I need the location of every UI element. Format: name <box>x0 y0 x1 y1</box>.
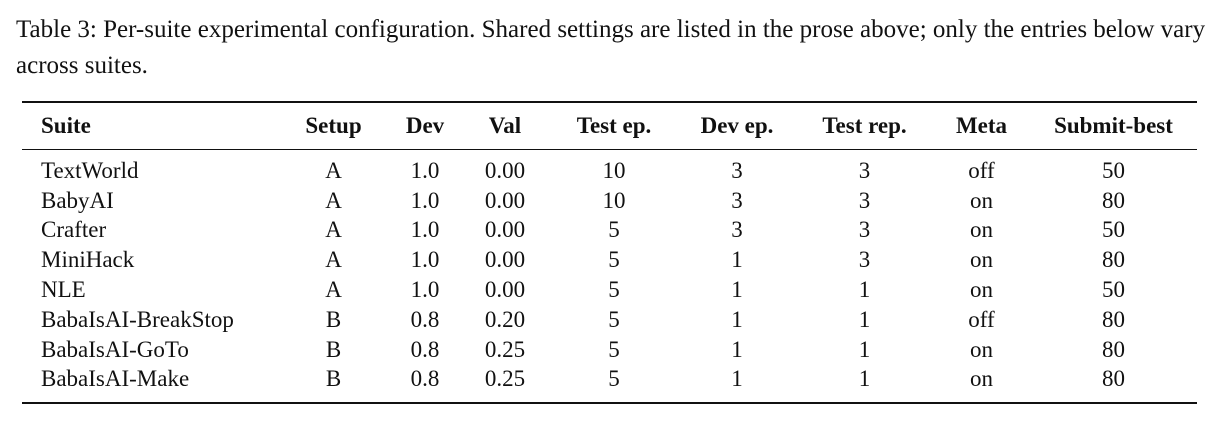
cell-submit-best: 80 <box>1102 306 1125 332</box>
cell-val: 0.00 <box>484 247 526 273</box>
table-row: BabaIsAI-GoTo B 0.8 0.25 5 1 1 on 80 <box>22 335 1197 365</box>
cell-dev-ep: 3 <box>731 187 743 213</box>
cell-test-ep: 10 <box>602 187 626 213</box>
table-row: BabyAI A 1.0 0.00 10 3 3 on 80 <box>22 186 1197 216</box>
cell-submit-best: 80 <box>1102 247 1125 273</box>
cell-test-ep: 5 <box>608 247 620 273</box>
header-meta: Meta <box>955 113 1008 138</box>
cell-dev: 0.8 <box>410 366 440 392</box>
cell-submit-best: 80 <box>1102 336 1125 362</box>
cell-test-rep: 1 <box>858 336 871 362</box>
cell-test-rep: 3 <box>858 217 871 243</box>
cell-meta: on <box>970 247 993 273</box>
header-row: Suite Setup Dev Val Test ep. Dev ep. Tes… <box>22 102 1197 150</box>
table-row: BabaIsAI-Make B 0.8 0.25 5 1 1 on 80 <box>22 365 1197 404</box>
cell-meta: on <box>970 336 993 362</box>
cell-test-ep: 10 <box>602 157 626 183</box>
table-body: TextWorld A 1.0 0.00 10 3 3 off 50 BabyA… <box>22 150 1197 404</box>
cell-suite: BabyAI <box>41 187 114 213</box>
cell-dev-ep: 1 <box>731 306 743 332</box>
cell-val: 0.00 <box>484 217 526 243</box>
header-test-ep: Test ep. <box>576 113 652 138</box>
table-row: NLE A 1.0 0.00 5 1 1 on 50 <box>22 275 1197 305</box>
cell-val: 0.25 <box>484 336 526 362</box>
cell-suite: MiniHack <box>41 247 135 273</box>
table-container: Suite Setup Dev Val Test ep. Dev ep. Tes… <box>22 101 1197 404</box>
cell-suite: NLE <box>41 277 86 303</box>
cell-test-rep: 3 <box>858 247 871 273</box>
header-test-rep: Test rep. <box>822 113 907 138</box>
cell-test-rep: 1 <box>858 306 871 332</box>
cell-dev-ep: 1 <box>731 277 743 303</box>
cell-dev: 1.0 <box>410 187 440 213</box>
cell-dev: 0.8 <box>410 336 440 362</box>
cell-setup: A <box>325 247 342 273</box>
cell-test-ep: 5 <box>608 306 620 332</box>
table-caption: Table 3: Per-suite experimental configur… <box>16 16 1206 79</box>
header-setup: Setup <box>305 113 362 138</box>
cell-test-rep: 3 <box>858 187 871 213</box>
cell-dev: 1.0 <box>410 277 440 303</box>
cell-test-rep: 1 <box>858 366 871 392</box>
cell-dev: 1.0 <box>410 217 440 243</box>
header-suite: Suite <box>41 113 91 138</box>
cell-setup: B <box>325 366 342 392</box>
cell-setup: A <box>325 217 342 243</box>
cell-meta: off <box>968 306 995 332</box>
cell-dev: 0.8 <box>410 306 440 332</box>
cell-dev-ep: 1 <box>731 366 743 392</box>
cell-dev-ep: 3 <box>731 157 743 183</box>
cell-test-ep: 5 <box>608 277 620 303</box>
cell-dev: 1.0 <box>410 247 440 273</box>
cell-suite: TextWorld <box>41 157 139 183</box>
table-row: MiniHack A 1.0 0.00 5 1 3 on 80 <box>22 245 1197 275</box>
cell-suite: Crafter <box>41 217 107 243</box>
cell-test-ep: 5 <box>608 217 620 243</box>
cell-test-rep: 1 <box>858 277 871 303</box>
cell-meta: on <box>970 217 993 243</box>
header-dev: Dev <box>405 113 445 138</box>
cell-meta: on <box>970 277 993 303</box>
cell-suite: BabaIsAI-GoTo <box>41 336 189 362</box>
cell-setup: A <box>325 187 342 213</box>
table-row: TextWorld A 1.0 0.00 10 3 3 off 50 <box>22 150 1197 186</box>
cell-submit-best: 50 <box>1102 277 1125 303</box>
table-row: BabaIsAI-BreakStop B 0.8 0.20 5 1 1 off … <box>22 305 1197 335</box>
cell-test-ep: 5 <box>608 336 620 362</box>
table-row: Crafter A 1.0 0.00 5 3 3 on 50 <box>22 216 1197 246</box>
cell-dev-ep: 1 <box>731 247 743 273</box>
header-submit-best: Submit-best <box>1054 113 1173 138</box>
config-table: Suite Setup Dev Val Test ep. Dev ep. Tes… <box>22 101 1197 404</box>
cell-setup: B <box>325 306 342 332</box>
cell-meta: on <box>970 366 993 392</box>
cell-dev-ep: 1 <box>731 336 743 362</box>
cell-val: 0.25 <box>484 366 526 392</box>
cell-submit-best: 50 <box>1102 157 1125 183</box>
cell-val: 0.00 <box>484 277 526 303</box>
cell-val: 0.00 <box>484 187 526 213</box>
cell-meta: off <box>968 157 995 183</box>
cell-submit-best: 80 <box>1102 187 1125 213</box>
cell-meta: on <box>970 187 993 213</box>
cell-dev: 1.0 <box>410 157 440 183</box>
header-dev-ep: Dev ep. <box>700 113 774 138</box>
cell-submit-best: 50 <box>1102 217 1125 243</box>
cell-test-ep: 5 <box>608 366 620 392</box>
cell-setup: A <box>325 277 342 303</box>
cell-setup: A <box>325 157 342 183</box>
cell-submit-best: 80 <box>1102 366 1125 392</box>
cell-val: 0.20 <box>484 306 526 332</box>
cell-dev-ep: 3 <box>731 217 743 243</box>
cell-val: 0.00 <box>484 157 526 183</box>
cell-test-rep: 3 <box>858 157 871 183</box>
cell-setup: B <box>325 336 342 362</box>
header-val: Val <box>488 113 522 138</box>
cell-suite: BabaIsAI-Make <box>41 366 190 392</box>
cell-suite: BabaIsAI-BreakStop <box>41 306 234 332</box>
